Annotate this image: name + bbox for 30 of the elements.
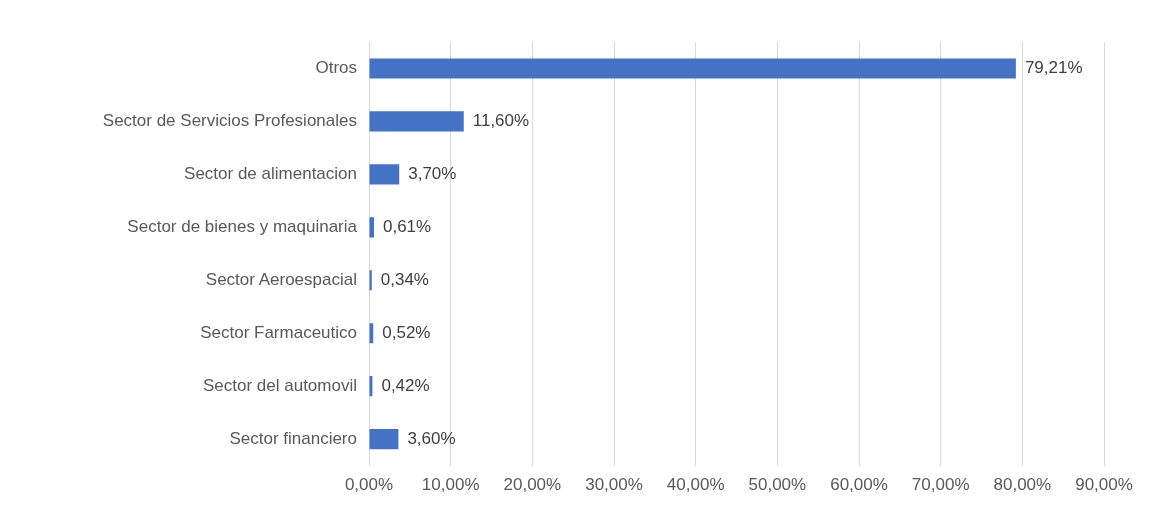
data-label: 0,34% <box>380 269 429 289</box>
y-tick-label: Sector Aeroespacial <box>205 269 357 289</box>
y-tick-label: Sector financiero <box>229 428 357 448</box>
x-tick-label: 60,00% <box>830 475 888 495</box>
bar <box>369 429 399 450</box>
y-tick-label: Sector Farmaceutico <box>200 322 357 342</box>
x-tick-label: 80,00% <box>993 475 1052 495</box>
data-label: 3,70% <box>408 164 457 184</box>
bar <box>369 58 1016 79</box>
y-tick-label: Sector de bienes y maquinaria <box>127 217 358 237</box>
x-tick-label: 40,00% <box>666 475 725 495</box>
y-tick-label: Sector de Servicios Profesionales <box>102 111 357 131</box>
y-tick-label: Sector de alimentacion <box>184 164 357 184</box>
data-label: 0,61% <box>382 217 432 237</box>
bar <box>369 164 400 185</box>
x-tick-label: 0,00% <box>344 475 394 495</box>
x-tick-label: 10,00% <box>421 475 480 495</box>
data-label: 0,52% <box>382 322 431 342</box>
y-tick-label: Sector del automovil <box>202 375 357 395</box>
data-label: 0,42% <box>381 375 430 395</box>
bar <box>369 111 464 132</box>
x-tick-label: 90,00% <box>1075 475 1133 495</box>
y-tick-label: Otros <box>315 58 357 78</box>
x-tick-label: 50,00% <box>748 475 807 495</box>
data-label: 11,60% <box>472 111 530 131</box>
x-tick-label: 30,00% <box>585 475 643 495</box>
x-tick-label: 20,00% <box>503 475 562 495</box>
data-label: 3,60% <box>407 428 456 448</box>
x-tick-label: 70,00% <box>911 475 970 495</box>
data-label: 79,21% <box>1024 58 1083 78</box>
